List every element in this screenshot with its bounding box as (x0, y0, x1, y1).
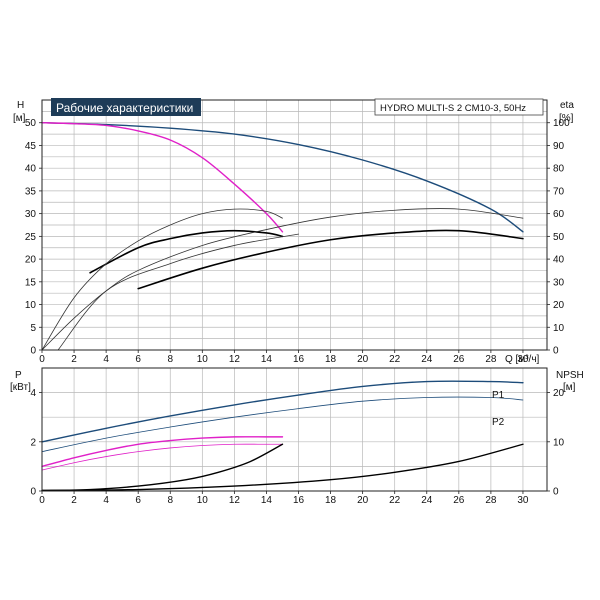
y-tick-label-left: 4 (30, 388, 36, 399)
x-tick-label: 24 (421, 354, 433, 365)
x-tick-label: 30 (517, 354, 529, 365)
x-tick-label: 6 (135, 354, 141, 365)
head-efficiency-plot: 0 2 4 6 8 10 12 14 16 18 20 22 24 26 28 30 051015202530… (13, 98, 574, 365)
x-tick-label: 30 (517, 495, 529, 506)
series-line-1-0 (41, 380, 524, 443)
x-tick-label: 20 (357, 495, 369, 506)
x-tick-label: 8 (167, 354, 173, 365)
series-line-0-3 (41, 208, 283, 351)
series-line-0-0 (41, 122, 524, 233)
series-line-0-4 (137, 229, 524, 290)
y-tick-label-right: 30 (553, 277, 565, 288)
x-tick-label: 28 (485, 354, 497, 365)
y-tick-label-left: 20 (25, 255, 37, 266)
y-tick-label-right: 60 (553, 209, 565, 220)
y-tick-label-right: 50 (553, 232, 565, 243)
series-line-0-2 (89, 229, 284, 274)
series-line-1-5 (41, 443, 524, 492)
y-axis-label-power: P (15, 370, 22, 381)
series-line-0-1 (41, 122, 284, 233)
series-line-1-1 (41, 396, 524, 453)
y-tick-label-left: 0 (30, 487, 36, 498)
y-tick-label-left: 25 (25, 232, 37, 243)
y-axis-label-npsh: NPSH (556, 370, 584, 381)
y-tick-label-right: 90 (553, 141, 565, 152)
x-tick-label: 10 (197, 354, 209, 365)
y-tick-label-right: 70 (553, 186, 565, 197)
series-label-p2: P2 (492, 417, 505, 428)
y-tick-label-left: 35 (25, 186, 37, 197)
x-tick-label: 2 (71, 495, 77, 506)
x-tick-label: 6 (135, 495, 141, 506)
series-label-p1: P1 (492, 390, 505, 401)
y-tick-label-right: 80 (553, 164, 565, 175)
x-tick-label: 24 (421, 495, 433, 506)
y-tick-label-left: 10 (25, 300, 37, 311)
y-tick-label-right: 0 (553, 346, 559, 357)
chart-title: Рабочие характеристики (56, 101, 193, 115)
x-tick-label: 14 (261, 354, 273, 365)
x-tick-label: 0 (39, 495, 45, 506)
series-line-1-3 (41, 443, 283, 471)
x-tick-label: 8 (167, 495, 173, 506)
x-tick-label: 0 (39, 354, 45, 365)
x-tick-label: 22 (389, 495, 401, 506)
x-tick-label: 12 (229, 495, 241, 506)
y-tick-label-right: 10 (553, 323, 565, 334)
x-tick-label: 16 (293, 354, 305, 365)
y-axis-unit-head: [м] (13, 113, 26, 124)
series-line-0-5 (41, 208, 524, 351)
x-tick-label: 4 (103, 495, 109, 506)
y-tick-label-left: 0 (30, 346, 36, 357)
y-tick-label-left: 40 (25, 164, 37, 175)
chart-subtitle-box (374, 98, 544, 116)
y-tick-label-left: 5 (30, 323, 36, 334)
series-line-1-2 (41, 436, 284, 468)
x-tick-label: 26 (453, 495, 465, 506)
x-tick-label: 2 (71, 354, 77, 365)
y-tick-label-right: 10 (553, 437, 565, 448)
x-tick-label: 16 (293, 495, 305, 506)
y-tick-label-right: 0 (553, 487, 559, 498)
x-axis-label: Q [м³/ч] (505, 354, 540, 365)
chart-title-box (51, 98, 201, 116)
y-tick-label-left: 45 (25, 141, 37, 152)
y-tick-label-right: 100 (553, 118, 570, 129)
y-tick-label-left: 2 (30, 437, 36, 448)
y-tick-label-right: 40 (553, 255, 565, 266)
y-tick-label-left: 50 (25, 118, 37, 129)
y-axis-unit-power: [кВт] (10, 382, 31, 393)
x-tick-label: 28 (485, 495, 497, 506)
y-axis-unit-eta: [%] (559, 113, 574, 124)
y-tick-label-left: 15 (25, 277, 37, 288)
y-tick-label-right: 20 (553, 300, 565, 311)
y-axis-unit-npsh: [м] (563, 382, 576, 393)
y-axis-label-head: H (17, 100, 24, 111)
x-tick-label: 4 (103, 354, 109, 365)
x-tick-label: 10 (197, 495, 209, 506)
x-tick-label: 20 (357, 354, 369, 365)
y-axis-label-eta: eta (560, 100, 574, 111)
x-tick-label: 22 (389, 354, 401, 365)
x-tick-label: 18 (325, 495, 337, 506)
series-line-0-6 (57, 233, 299, 351)
y-tick-label-left: 30 (25, 209, 37, 220)
y-tick-label-right: 20 (553, 388, 565, 399)
chart-subtitle: HYDRO MULTI-S 2 CM10-3, 50Hz (380, 103, 526, 114)
x-tick-label: 12 (229, 354, 241, 365)
x-tick-label: 26 (453, 354, 465, 365)
x-tick-label: 18 (325, 354, 337, 365)
x-tick-label: 14 (261, 495, 273, 506)
